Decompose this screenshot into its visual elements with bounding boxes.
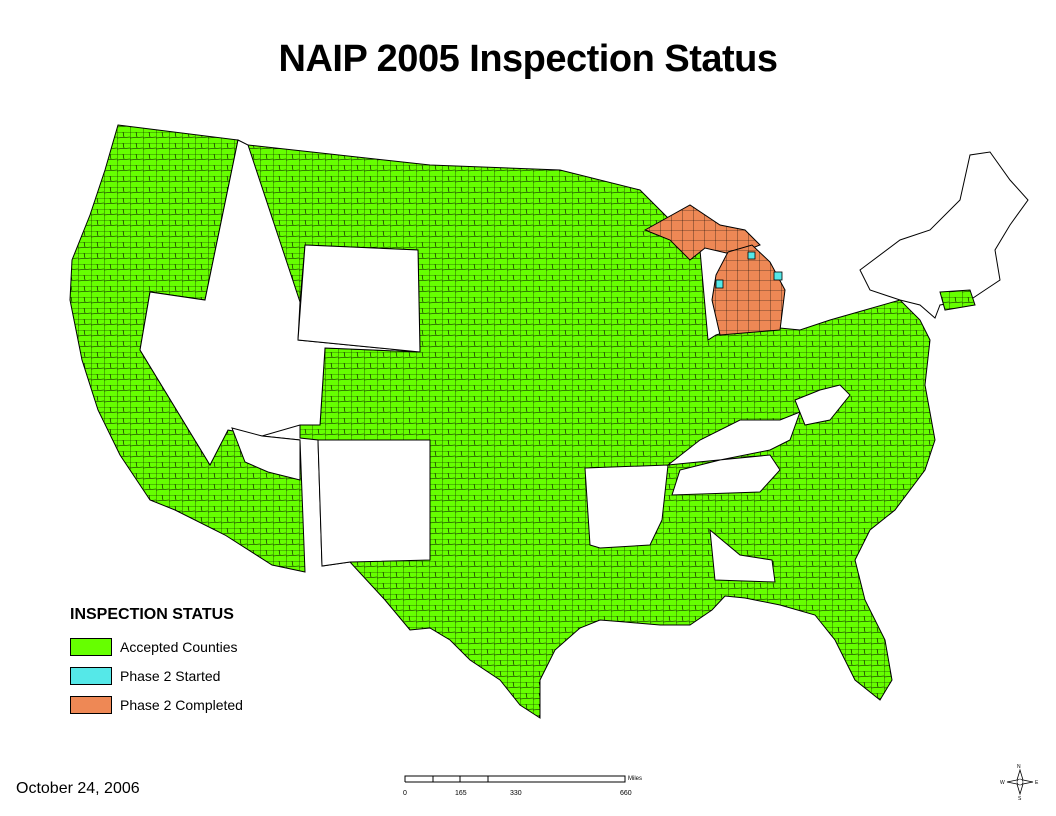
region-wyoming <box>297 244 421 353</box>
legend: INSPECTION STATUS Accepted Counties Phas… <box>70 606 243 719</box>
compass-e: E <box>1035 780 1039 786</box>
legend-label: Phase 2 Completed <box>120 696 243 713</box>
region-phase2-started <box>747 251 756 260</box>
legend-swatch <box>70 637 112 656</box>
region-new-mexico <box>317 439 431 567</box>
region-phase2-started <box>773 271 783 281</box>
region-arizona-hole <box>231 427 301 481</box>
legend-swatch <box>70 666 112 685</box>
scale-tick: 330 <box>510 790 522 797</box>
region-michigan-lower <box>711 244 786 336</box>
compass-icon: N S W E <box>1000 764 1039 802</box>
legend-item-phase2-completed: Phase 2 Completed <box>70 690 243 719</box>
legend-heading: INSPECTION STATUS <box>70 606 234 623</box>
legend-item-accepted: Accepted Counties <box>70 632 243 661</box>
scale-tick: 660 <box>620 790 632 797</box>
region-alabama-hole <box>709 528 776 583</box>
scale-tick: 165 <box>455 790 467 797</box>
region-connecticut <box>939 289 976 311</box>
region-northeast <box>859 151 1029 319</box>
compass-n: N <box>1017 764 1021 770</box>
region-not-inspected-west <box>139 139 421 467</box>
legend-item-phase2-started: Phase 2 Started <box>70 661 243 690</box>
region-kentucky-tn <box>666 411 801 496</box>
map-date: October 24, 2006 <box>16 780 140 797</box>
legend-label: Phase 2 Started <box>120 667 221 684</box>
legend-swatch <box>70 695 112 714</box>
compass-s: S <box>1018 796 1022 802</box>
region-phase2-started <box>715 279 724 289</box>
compass-w: W <box>1000 780 1005 786</box>
region-west-virginia <box>794 384 851 426</box>
legend-label: Accepted Counties <box>120 638 238 655</box>
scale-unit: Miles <box>628 776 642 782</box>
scale-tick: 0 <box>403 790 407 797</box>
page-title: NAIP 2005 Inspection Status <box>278 38 778 80</box>
